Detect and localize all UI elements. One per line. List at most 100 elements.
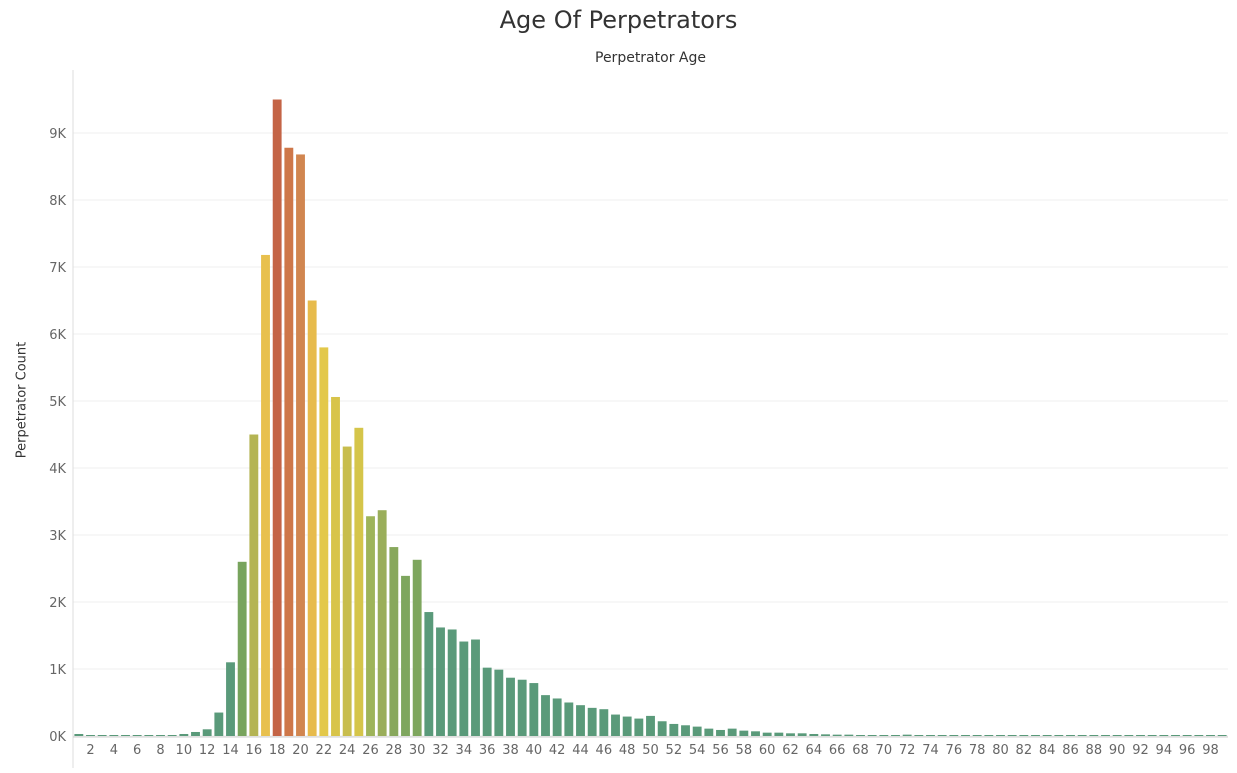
bar-age-23[interactable]	[331, 396, 340, 736]
bar-age-30[interactable]	[412, 559, 422, 736]
bar-age-52[interactable]	[669, 723, 679, 736]
bar-age-16[interactable]	[249, 434, 259, 737]
bar-age-26[interactable]	[366, 516, 375, 736]
bar-age-21[interactable]	[307, 300, 317, 737]
bar-age-45[interactable]	[587, 707, 597, 736]
bar-age-59[interactable]	[751, 731, 760, 736]
bar-age-49[interactable]	[634, 718, 644, 736]
bar-age-44[interactable]	[576, 705, 585, 736]
bar-age-12[interactable]	[202, 729, 212, 736]
bar-age-97[interactable]	[1194, 735, 1204, 736]
bar-age-10[interactable]	[179, 733, 189, 736]
bar-age-69[interactable]	[867, 735, 877, 737]
bar-age-1[interactable]	[74, 733, 84, 736]
bar-age-64[interactable]	[809, 733, 819, 736]
bar-age-38[interactable]	[506, 677, 515, 736]
bar-age-99[interactable]	[1217, 735, 1227, 736]
bar-age-73[interactable]	[914, 735, 924, 736]
bar-age-55[interactable]	[704, 728, 714, 736]
bar-age-98[interactable]	[1206, 735, 1215, 736]
bar-age-85[interactable]	[1054, 735, 1064, 736]
bar-age-47[interactable]	[611, 714, 620, 736]
bar-age-15[interactable]	[237, 561, 247, 736]
bar-age-42[interactable]	[552, 698, 562, 736]
bar-age-33[interactable]	[447, 629, 457, 736]
bar-age-78[interactable]	[972, 735, 982, 736]
bar-age-91[interactable]	[1124, 735, 1134, 736]
bar-age-25[interactable]	[354, 427, 364, 736]
bar-age-6[interactable]	[132, 735, 142, 736]
bar-age-63[interactable]	[797, 733, 807, 736]
bar-age-70[interactable]	[879, 735, 889, 736]
bar-age-81[interactable]	[1007, 735, 1017, 736]
bar-age-50[interactable]	[646, 715, 655, 736]
bar-age-83[interactable]	[1031, 735, 1040, 736]
bar-age-5[interactable]	[121, 735, 130, 736]
bar-age-96[interactable]	[1182, 735, 1192, 736]
bar-age-20[interactable]	[296, 154, 305, 736]
bar-age-36[interactable]	[482, 667, 492, 736]
bar-age-77[interactable]	[961, 735, 970, 736]
bar-age-14[interactable]	[226, 662, 235, 736]
bar-age-34[interactable]	[459, 641, 469, 736]
bar-age-74[interactable]	[926, 735, 935, 736]
x-tick-label: 66	[829, 743, 846, 758]
bar-age-79[interactable]	[984, 735, 994, 736]
bar-age-24[interactable]	[342, 446, 352, 736]
bar-age-80[interactable]	[996, 735, 1005, 736]
bar-age-51[interactable]	[657, 721, 667, 736]
bar-age-86[interactable]	[1066, 735, 1075, 736]
bar-age-39[interactable]	[517, 679, 527, 736]
bar-age-18[interactable]	[272, 99, 282, 737]
bar-age-13[interactable]	[214, 712, 224, 736]
bar-age-41[interactable]	[541, 695, 550, 736]
bar-age-76[interactable]	[949, 735, 959, 736]
bar-age-46[interactable]	[599, 709, 609, 736]
bar-age-93[interactable]	[1147, 735, 1157, 736]
bar-age-82[interactable]	[1019, 735, 1029, 736]
bar-age-43[interactable]	[564, 702, 574, 737]
bar-age-61[interactable]	[774, 732, 784, 736]
bar-age-3[interactable]	[97, 735, 107, 736]
bar-age-88[interactable]	[1089, 735, 1099, 736]
bar-age-22[interactable]	[319, 347, 329, 736]
bar-age-2[interactable]	[86, 735, 95, 736]
bar-age-8[interactable]	[156, 735, 165, 736]
bar-age-37[interactable]	[494, 669, 504, 736]
bar-age-28[interactable]	[389, 547, 399, 736]
bar-age-75[interactable]	[937, 735, 947, 736]
bar-age-68[interactable]	[856, 735, 865, 737]
bar-age-11[interactable]	[191, 731, 200, 736]
bar-age-31[interactable]	[424, 612, 434, 736]
bar-age-66[interactable]	[832, 734, 842, 736]
bar-age-53[interactable]	[681, 725, 690, 736]
bar-age-87[interactable]	[1077, 735, 1087, 736]
bar-age-90[interactable]	[1112, 735, 1122, 736]
bar-age-7[interactable]	[144, 735, 154, 736]
bar-age-89[interactable]	[1101, 735, 1110, 736]
bar-age-71[interactable]	[891, 735, 900, 736]
bar-age-57[interactable]	[727, 728, 737, 736]
bar-age-72[interactable]	[902, 734, 912, 736]
bar-age-32[interactable]	[436, 627, 445, 736]
bar-age-67[interactable]	[844, 734, 854, 736]
bar-age-92[interactable]	[1136, 735, 1145, 736]
bar-age-60[interactable]	[762, 732, 772, 736]
bar-age-58[interactable]	[739, 730, 749, 736]
bar-age-95[interactable]	[1171, 735, 1180, 736]
bar-age-29[interactable]	[401, 575, 410, 736]
bar-age-84[interactable]	[1042, 735, 1052, 736]
bar-age-40[interactable]	[529, 683, 539, 736]
bar-age-35[interactable]	[471, 639, 480, 736]
bar-age-65[interactable]	[821, 734, 830, 737]
bar-age-56[interactable]	[716, 729, 725, 736]
bar-age-4[interactable]	[109, 735, 119, 736]
bar-age-27[interactable]	[377, 510, 387, 736]
bar-age-17[interactable]	[261, 254, 270, 736]
bar-age-19[interactable]	[284, 147, 294, 737]
bar-age-62[interactable]	[786, 733, 795, 736]
bar-age-48[interactable]	[622, 716, 632, 736]
bar-age-94[interactable]	[1159, 735, 1169, 736]
bar-age-54[interactable]	[692, 726, 702, 736]
bar-age-9[interactable]	[167, 735, 177, 736]
